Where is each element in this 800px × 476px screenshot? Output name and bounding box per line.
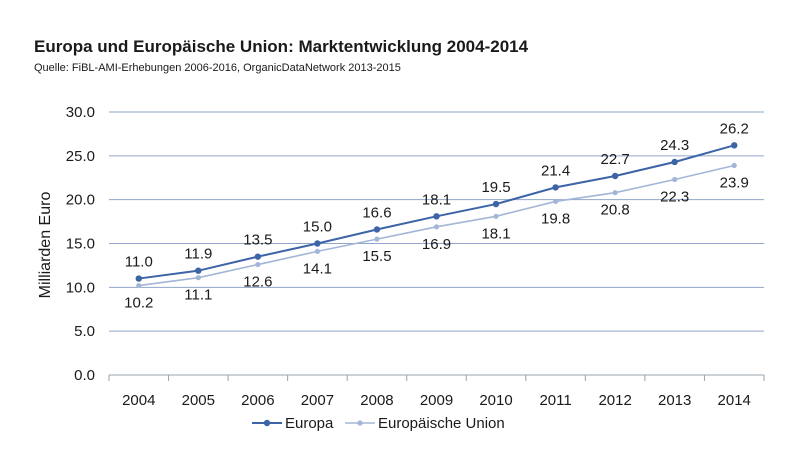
data-label: 16.9 — [422, 236, 451, 253]
data-label: 16.6 — [362, 204, 391, 221]
y-tick-label: 0.0 — [74, 367, 95, 384]
data-label: 18.1 — [481, 225, 510, 242]
data-point — [314, 248, 321, 254]
legend-item: Europäische Union — [345, 415, 505, 432]
data-label: 24.3 — [660, 137, 689, 154]
series-group: 11.0 11.9 13.5 15.0 16.6 18.1 19.5 21.4 22.7 24.3… — [124, 120, 749, 311]
x-tick-labels: 2004 2005 2006 2007 2008 2009 2010 2011 2012 2013… — [122, 392, 751, 409]
data-point — [314, 240, 321, 247]
data-point — [731, 142, 738, 149]
data-point — [135, 275, 142, 282]
data-label: 14.1 — [303, 260, 332, 277]
x-tick-label: 2012 — [598, 392, 631, 409]
data-label: 11.1 — [184, 287, 212, 304]
series-line — [138, 144, 735, 280]
x-tick-label: 2006 — [241, 392, 274, 409]
data-point — [611, 172, 619, 180]
data-label: 21.4 — [541, 162, 570, 179]
y-tick-labels: 0.0 5.0 10.0 15.0 20.0 25.0 30.0 — [66, 104, 95, 384]
x-tick-label: 2008 — [360, 392, 393, 409]
data-point — [254, 253, 262, 260]
data-label: 15.0 — [303, 219, 332, 236]
data-point — [255, 261, 261, 268]
data-point — [433, 213, 440, 220]
x-tick-label: 2010 — [479, 392, 512, 409]
y-tick-label: 10.0 — [66, 279, 95, 296]
data-label: 22.7 — [601, 151, 630, 168]
data-label: 15.5 — [362, 248, 391, 265]
legend-label: Europäische Union — [378, 415, 505, 432]
chart-title: Europa und Europäische Union: Marktentwi… — [34, 37, 529, 56]
data-point — [492, 200, 500, 208]
y-tick-label: 20.0 — [66, 192, 95, 209]
x-tick-label: 2009 — [420, 392, 453, 409]
data-point — [671, 158, 678, 166]
data-point — [195, 267, 202, 274]
data-point — [552, 184, 559, 191]
data-label: 10.2 — [124, 295, 153, 312]
data-label: 19.8 — [541, 210, 570, 227]
x-tick-label: 2005 — [182, 392, 215, 409]
data-point — [552, 198, 559, 205]
x-tick-label: 2007 — [301, 392, 334, 409]
data-label: 19.5 — [481, 179, 510, 196]
data-label: 20.8 — [601, 202, 630, 219]
data-point — [731, 162, 737, 169]
x-tick-label: 2004 — [122, 392, 155, 409]
legend: Europa Europäische Union — [252, 415, 505, 432]
data-point — [374, 236, 380, 242]
x-tick-label: 2013 — [658, 392, 691, 409]
legend-swatch-marker — [263, 419, 271, 427]
legend-item: Europa — [252, 415, 334, 432]
grid-lines — [108, 111, 765, 381]
data-label: 22.3 — [660, 189, 689, 206]
y-tick-label: 30.0 — [66, 104, 95, 121]
x-tick-label: 2011 — [539, 392, 571, 409]
y-tick-label: 5.0 — [74, 323, 95, 340]
series-europa: 11.0 11.9 13.5 15.0 16.6 18.1 19.5 21.4 22.7 24.3… — [125, 120, 749, 282]
data-point — [195, 275, 201, 281]
data-label: 11.9 — [184, 246, 212, 263]
data-point — [136, 282, 142, 289]
chart-subtitle: Quelle: FiBL-AMI-Erhebungen 2006-2016, O… — [34, 62, 401, 74]
legend-swatch-marker — [357, 420, 363, 426]
data-point — [493, 213, 499, 219]
data-label: 18.1 — [422, 191, 451, 208]
legend-label: Europa — [285, 415, 334, 432]
y-tick-label: 15.0 — [66, 236, 95, 253]
x-tick-label: 2014 — [718, 392, 751, 409]
series-europ-ische-union: 10.2 11.1 12.6 14.1 15.5 16.9 18.1 19.8 20.8 22.3… — [124, 162, 749, 312]
data-label: 12.6 — [243, 274, 272, 291]
data-point — [672, 176, 678, 183]
data-label: 26.2 — [720, 120, 749, 137]
data-point — [612, 190, 618, 196]
y-tick-label: 25.0 — [66, 148, 95, 165]
data-point — [373, 226, 381, 233]
y-axis-label: Milliarden Euro — [37, 192, 54, 299]
data-label: 11.0 — [125, 254, 153, 271]
data-label: 23.9 — [720, 174, 749, 191]
data-point — [433, 224, 440, 230]
data-label: 13.5 — [243, 232, 272, 249]
